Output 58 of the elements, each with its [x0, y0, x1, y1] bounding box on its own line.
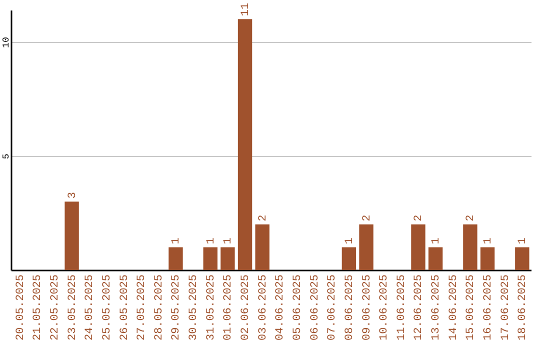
- x-tick-label: 22.05.2025: [49, 274, 62, 340]
- bar: [220, 247, 235, 270]
- x-tick-label: 28.05.2025: [153, 274, 166, 340]
- data-label: 1: [205, 237, 218, 244]
- data-label: 2: [257, 214, 270, 222]
- bar: [203, 247, 218, 270]
- x-tick-label: 26.05.2025: [118, 274, 131, 340]
- bar: [168, 247, 183, 270]
- x-tick-label: 31.05.2025: [205, 274, 218, 340]
- bar: [480, 247, 495, 270]
- data-label: 1: [517, 237, 530, 244]
- x-tick-label: 23.05.2025: [66, 274, 79, 340]
- x-tick-label: 03.06.2025: [257, 274, 270, 340]
- x-tick-label: 07.06.2025: [326, 274, 339, 340]
- bar: [359, 224, 374, 270]
- bar: [342, 247, 356, 270]
- x-tick-label: 05.06.2025: [292, 274, 304, 340]
- data-label: 1: [482, 237, 495, 244]
- bar: [411, 224, 426, 270]
- x-tick-label: 15.06.2025: [465, 274, 478, 340]
- data-label: 1: [430, 237, 443, 244]
- y-tick-label: 10: [2, 37, 12, 48]
- x-tick-label: 29.05.2025: [170, 274, 183, 340]
- x-tick-label: 09.06.2025: [361, 274, 374, 340]
- x-tick-label: 18.06.2025: [517, 274, 530, 340]
- bar: [463, 224, 478, 270]
- data-label: 1: [344, 237, 356, 244]
- data-label: 1: [222, 237, 235, 244]
- x-tick-label: 21.05.2025: [32, 274, 44, 340]
- x-tick-label: 20.05.2025: [14, 274, 27, 340]
- data-label: 3: [66, 192, 79, 199]
- x-tick-label: 24.05.2025: [84, 274, 96, 340]
- data-label: 2: [465, 214, 478, 222]
- x-tick-label: 14.06.2025: [448, 274, 460, 340]
- x-tick-label: 01.06.2025: [222, 274, 235, 340]
- x-tick-label: 06.06.2025: [309, 274, 322, 340]
- bar: [64, 202, 79, 270]
- data-label: 2: [413, 214, 426, 222]
- data-label: 11: [240, 2, 252, 16]
- bar: [515, 247, 530, 270]
- x-tick-label: 25.05.2025: [101, 274, 114, 340]
- x-tick-label: 17.06.2025: [500, 274, 512, 340]
- data-label: 2: [361, 214, 374, 222]
- x-tick-label: 02.06.2025: [240, 274, 252, 340]
- x-tick-label: 16.06.2025: [482, 274, 495, 340]
- x-tick-label: 11.06.2025: [396, 274, 408, 340]
- x-tick-label: 08.06.2025: [344, 274, 356, 340]
- data-label: 1: [170, 237, 183, 244]
- x-tick-label: 30.05.2025: [188, 274, 200, 340]
- x-tick-label: 27.05.2025: [136, 274, 148, 340]
- x-tick-label: 13.06.2025: [430, 274, 443, 340]
- x-tick-label: 12.06.2025: [413, 274, 426, 340]
- x-tick-label: 10.06.2025: [378, 274, 391, 340]
- x-tick-label: 04.06.2025: [274, 274, 287, 340]
- bar: [255, 224, 270, 270]
- bar: [428, 247, 443, 270]
- y-tick-label: 5: [2, 154, 12, 160]
- bar: [238, 19, 252, 270]
